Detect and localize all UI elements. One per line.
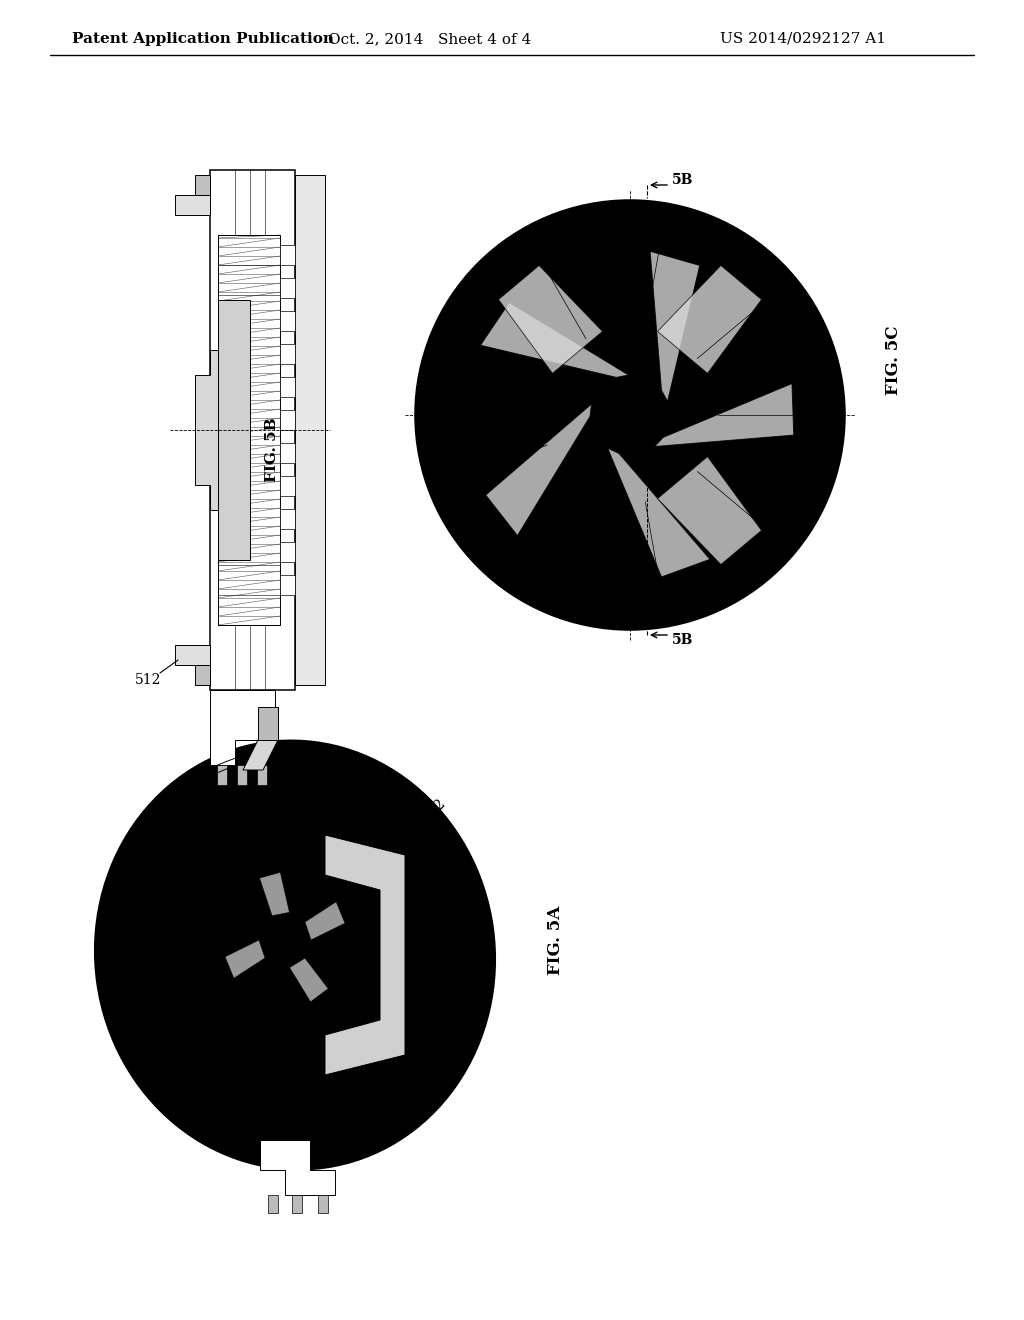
Polygon shape [218,300,250,560]
Polygon shape [305,902,345,940]
Polygon shape [280,411,295,430]
Polygon shape [225,940,265,978]
Polygon shape [290,958,329,1002]
Polygon shape [280,345,295,364]
Polygon shape [195,176,210,195]
Polygon shape [280,444,295,463]
Ellipse shape [161,911,229,989]
Polygon shape [657,457,762,565]
Ellipse shape [219,866,351,1014]
Ellipse shape [94,741,496,1170]
Circle shape [760,544,773,558]
Polygon shape [280,510,295,529]
Polygon shape [650,251,699,401]
Polygon shape [175,195,210,215]
Polygon shape [325,836,406,1074]
Text: FIG. 5A: FIG. 5A [547,906,563,974]
Circle shape [436,458,451,473]
Circle shape [415,201,845,630]
Circle shape [666,215,694,243]
Polygon shape [258,708,278,741]
Polygon shape [654,384,794,446]
Polygon shape [175,645,210,665]
Polygon shape [195,665,210,685]
Polygon shape [280,246,295,265]
Polygon shape [295,176,325,685]
Text: Oct. 2, 2014   Sheet 4 of 4: Oct. 2, 2014 Sheet 4 of 4 [329,32,531,46]
Text: Patent Application Publication: Patent Application Publication [72,32,334,46]
Text: 512: 512 [135,673,161,686]
Polygon shape [260,1140,335,1195]
Polygon shape [318,1195,328,1213]
Polygon shape [280,543,295,562]
Bar [218,235,280,624]
Polygon shape [499,265,602,374]
Polygon shape [259,873,290,916]
Text: 5B: 5B [672,173,693,187]
Polygon shape [210,690,275,766]
Polygon shape [243,741,278,770]
Polygon shape [657,265,762,374]
Polygon shape [237,766,247,785]
Polygon shape [280,378,295,397]
Ellipse shape [210,858,360,1023]
Polygon shape [480,302,629,378]
Ellipse shape [275,929,295,950]
Polygon shape [280,279,295,298]
Polygon shape [485,404,592,536]
Text: 5B: 5B [672,634,693,647]
Text: FIG. 5B: FIG. 5B [265,417,279,482]
Circle shape [430,451,458,479]
Ellipse shape [151,900,239,1001]
Circle shape [753,537,780,565]
Polygon shape [217,766,227,785]
Polygon shape [280,477,295,496]
Polygon shape [280,576,295,595]
Polygon shape [607,449,710,577]
Text: 512: 512 [420,796,449,824]
Text: FIG. 5C: FIG. 5C [885,325,901,395]
Polygon shape [195,350,218,510]
Polygon shape [268,1195,278,1213]
Circle shape [673,222,687,235]
Text: US 2014/0292127 A1: US 2014/0292127 A1 [720,32,886,46]
Polygon shape [210,170,295,690]
Polygon shape [292,1195,302,1213]
Polygon shape [280,312,295,331]
Circle shape [602,387,658,444]
Polygon shape [257,766,267,785]
